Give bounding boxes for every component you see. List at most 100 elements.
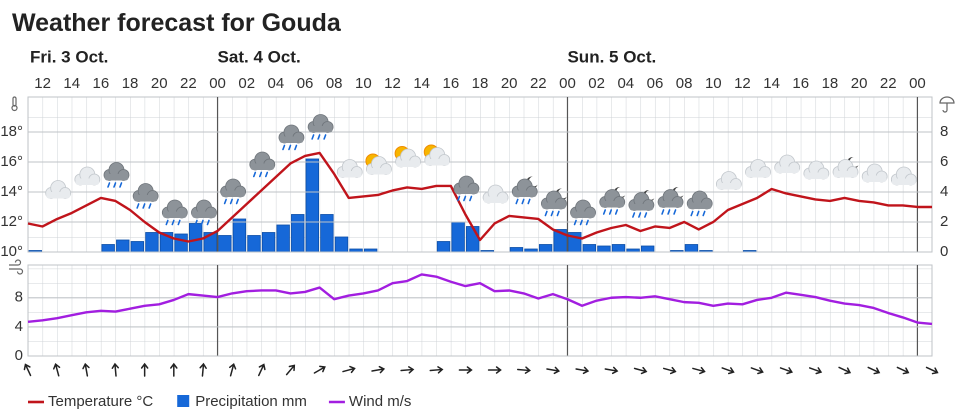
x-tick-label: 16 [93, 75, 110, 92]
wind-arrow-shape [779, 367, 794, 375]
top-panel-grid [27, 96, 933, 253]
wind-line [27, 273, 933, 326]
wind-arrow-shape [170, 362, 178, 377]
cloud-part [600, 200, 625, 208]
cloud-part [337, 170, 362, 178]
rain-drop [165, 219, 169, 226]
chart-title: Weather forecast for Gouda [12, 9, 342, 37]
precipitation-bar [451, 221, 465, 253]
rain-drop [638, 212, 642, 218]
cloud-part [833, 170, 858, 178]
x-tick-label: 14 [413, 75, 430, 92]
weather-symbol [45, 180, 72, 199]
wind-arrow [633, 366, 648, 375]
rain-drop [323, 134, 327, 140]
rain-drop [521, 198, 525, 205]
x-tick-label: 22 [530, 75, 547, 92]
legend-swatch [177, 395, 190, 407]
rain-drop [194, 219, 198, 226]
wind-arrow [808, 367, 823, 375]
cloud-part [279, 136, 304, 143]
rain-drop [556, 210, 560, 217]
precipitation-bar [466, 226, 480, 253]
wind-arrow-shape [692, 366, 706, 375]
weather-symbol [423, 144, 451, 166]
cloud-part [191, 211, 216, 218]
rain-drop [614, 209, 619, 215]
cloud-part [687, 202, 712, 209]
rain-drop [550, 210, 554, 217]
precipitation-bar [276, 224, 290, 253]
rain-drop [702, 210, 706, 217]
wind-arrow [23, 363, 32, 377]
wind-arrow-shape [285, 364, 296, 376]
wind-arrow [400, 366, 415, 374]
wind-arrow-shape [429, 366, 444, 374]
wind-arrow [925, 366, 939, 375]
cloud-part [775, 166, 800, 173]
weather-symbol [482, 184, 509, 204]
rain-drop [608, 209, 613, 215]
x-tick-label: 14 [63, 75, 80, 92]
weather-symbol [132, 183, 159, 209]
rain-drop [136, 203, 140, 209]
x-tick-label: 18 [122, 75, 139, 92]
rain-drop [311, 134, 315, 140]
day-label: Sat. 4 Oct. [218, 47, 301, 66]
rain-drop [264, 171, 269, 178]
rain-drop [171, 219, 175, 226]
rain-drop [585, 219, 589, 226]
wind-arrow [371, 365, 386, 374]
precipitation-bar [247, 235, 261, 253]
precipitation-bar [291, 214, 305, 253]
wind-arrow [258, 363, 266, 377]
weather-symbol [365, 153, 392, 175]
weather-symbol [307, 114, 334, 140]
rain-drop [661, 209, 665, 215]
rain-drop [317, 134, 321, 140]
rain-drop [579, 219, 583, 226]
cloud-part [483, 196, 508, 203]
wind-arrow [487, 366, 502, 374]
wind-tick-label: 8 [15, 289, 23, 306]
weather-symbol [715, 171, 742, 190]
weather-symbol [191, 199, 217, 226]
rain-drop [457, 195, 461, 202]
rain-drop [544, 210, 548, 217]
weather-symbol [803, 160, 830, 180]
weather-symbol [336, 159, 363, 178]
labels: 12 14 16 18 20 22 00 02 04 06 08 10 12 14 16 18 20 22 00 02… [0, 47, 948, 409]
x-tick-label: 18 [472, 75, 489, 92]
x-tick-label: 08 [676, 75, 693, 92]
precipitation-bar [611, 244, 626, 253]
wind-arrow [750, 367, 764, 375]
weather-symbol [599, 186, 626, 215]
weather-symbol [628, 189, 655, 218]
precipitation-bar [320, 214, 334, 253]
wind-arrow [838, 366, 852, 375]
wind-arrow [517, 366, 531, 374]
umbrella-icon [939, 96, 955, 113]
cloud-part [658, 200, 683, 208]
wind-arrow-shape [867, 366, 881, 375]
weather-symbol [541, 188, 567, 217]
x-tick-label: 00 [909, 75, 926, 92]
wind-arrow-shape [633, 366, 648, 375]
weather-symbol [249, 151, 276, 178]
precipitation-bar [232, 218, 247, 253]
precipitation-bar [509, 247, 524, 253]
wind-arrow [692, 366, 706, 375]
wind-arrow-shape [721, 367, 735, 375]
y2-tick-label: 2 [940, 213, 948, 230]
wind-arrow-shape [313, 365, 326, 374]
precipitation-bar [101, 244, 115, 253]
precipitation-bar [218, 235, 232, 253]
legend-label: Precipitation mm [195, 393, 307, 410]
temperature-line [27, 151, 932, 243]
rain-drop [573, 219, 577, 226]
weather-symbol [861, 163, 888, 183]
precipitation-bar [436, 241, 451, 253]
wind-tick-label: 0 [15, 347, 23, 364]
wind-arrow [779, 367, 794, 375]
rain-drop [119, 182, 123, 188]
